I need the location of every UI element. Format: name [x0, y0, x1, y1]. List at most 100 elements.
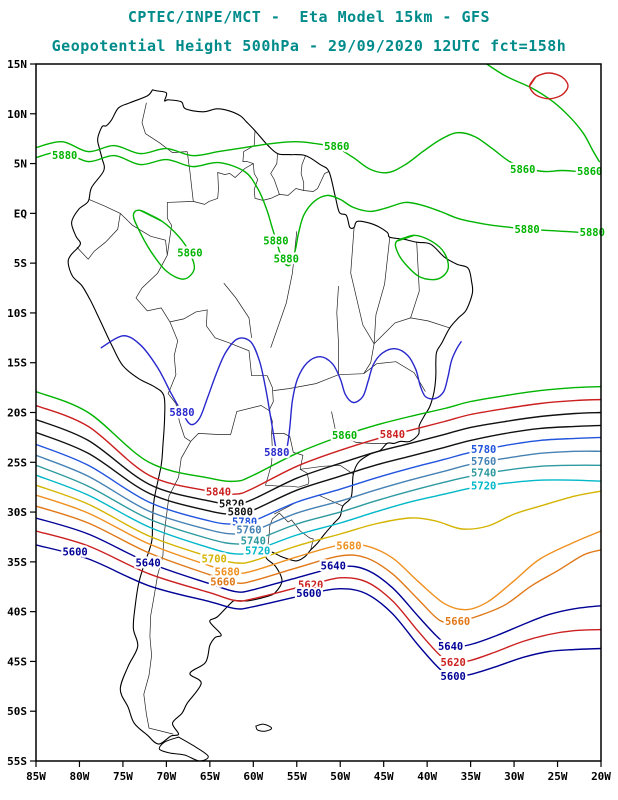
country-border: [331, 411, 388, 444]
country-border: [193, 163, 330, 205]
country-border: [373, 317, 450, 345]
lon-tick-label: 20W: [591, 770, 611, 783]
contour-label-5600: 5600: [441, 671, 466, 683]
contour-label-5860: 5860: [177, 248, 202, 260]
country-border: [88, 199, 168, 256]
lat-tick-label: 10S: [7, 307, 27, 320]
contour-label-5740: 5740: [241, 535, 266, 547]
country-border: [167, 321, 191, 442]
lat-tick-label: 20S: [7, 407, 27, 420]
lat-tick-label: 5N: [14, 158, 27, 171]
island-coastline: [158, 736, 209, 761]
country-border: [300, 464, 354, 475]
contour-label-5620: 5620: [441, 657, 466, 669]
contour-5660: [36, 505, 601, 624]
lon-tick-label: 70W: [156, 770, 176, 783]
contour-label-layer: 5880 5880 5880 5880 5880 5860 5860 5860 5860 5880…: [50, 139, 607, 685]
contour-label-5840: 5840: [380, 429, 405, 441]
contour-5860-subtropical: [36, 385, 601, 483]
lat-tick-label: 50S: [7, 705, 27, 718]
contour-5720: [36, 474, 601, 555]
contour-5620: [36, 530, 601, 664]
lon-tick-label: 80W: [70, 770, 90, 783]
country-border: [169, 309, 274, 422]
country-border: [300, 155, 306, 191]
lon-tick-label: 25W: [548, 770, 568, 783]
contour-label-5880: 5880: [580, 227, 605, 239]
contour-layer: [36, 64, 601, 678]
contour-label-5840: 5840: [206, 487, 231, 499]
country-border: [143, 441, 192, 735]
contour-5880-tropical: [36, 150, 601, 267]
country-border: [266, 512, 314, 552]
contour-label-5720: 5720: [245, 545, 270, 557]
country-border: [363, 343, 375, 374]
contour-label-5880: 5880: [263, 236, 288, 248]
lat-tick-label: 55S: [7, 755, 27, 768]
lon-tick-label: 50W: [330, 770, 350, 783]
contour-label-5760: 5760: [471, 456, 496, 468]
country-border: [135, 255, 171, 323]
contour-label-5640: 5640: [135, 557, 160, 569]
contour-label-5740: 5740: [471, 468, 496, 480]
country-border: [373, 237, 391, 344]
contour-label-5640: 5640: [321, 560, 346, 572]
contour-label-5880: 5880: [169, 407, 194, 419]
contour-5600: [36, 544, 601, 678]
lat-tick-label: 45S: [7, 655, 27, 668]
contour-label-5620: 5620: [298, 579, 323, 591]
contour-label-5720: 5720: [471, 481, 496, 493]
contour-5860-amazon: [132, 209, 196, 280]
country-border: [76, 213, 121, 260]
contour-label-5680: 5680: [336, 540, 361, 552]
contour-label-5880: 5880: [514, 224, 539, 236]
contour-5680: [36, 494, 601, 611]
chart-title-line1: CPTEC/INPE/MCT - Eta Model 15km - GFS: [127, 8, 491, 26]
contour-label-5780: 5780: [471, 444, 496, 456]
country-border: [273, 361, 426, 392]
country-border: [410, 242, 420, 319]
country-border: [350, 227, 375, 344]
contour-5840: [36, 398, 601, 495]
contour-label-5820: 5820: [219, 499, 244, 511]
contour-5860-atlantic-arc: [485, 64, 600, 163]
lat-tick-label: 25S: [7, 456, 27, 469]
contour-5800: [36, 424, 601, 515]
lon-tick-label: 40W: [417, 770, 437, 783]
lon-tick-label: 85W: [26, 770, 46, 783]
lat-tick-label: 30S: [7, 506, 27, 519]
lon-tick-label: 65W: [200, 770, 220, 783]
lat-tick-label: 15N: [7, 58, 27, 71]
lon-tick-label: 30W: [504, 770, 524, 783]
geography-layer: [67, 89, 474, 761]
lat-tick-label: 15S: [7, 357, 27, 370]
country-border: [270, 153, 280, 195]
contour-label-5640: 5640: [438, 641, 463, 653]
contour-5780: [36, 436, 601, 525]
lat-tick-label: 40S: [7, 606, 27, 619]
contour-label-5760: 5760: [236, 525, 261, 537]
contour-label-5600: 5600: [62, 546, 87, 558]
country-border: [242, 130, 256, 164]
contour-5760: [36, 450, 601, 535]
contour-5820: [36, 411, 601, 505]
contour-label-5860: 5860: [510, 164, 535, 176]
contour-label-5880: 5880: [274, 254, 299, 266]
contour-label-5660: 5660: [445, 616, 470, 628]
lon-tick-label: 35W: [461, 770, 481, 783]
lon-tick-label: 75W: [113, 770, 133, 783]
country-border: [223, 282, 252, 338]
contour-label-5800: 5800: [228, 507, 253, 519]
lon-tick-label: 45W: [374, 770, 394, 783]
chart-title-line2: Geopotential Height 500hPa - 29/09/2020 …: [51, 37, 567, 55]
contour-label-5860: 5860: [577, 166, 602, 178]
lon-tick-label: 55W: [287, 770, 307, 783]
contour-label-5880: 5880: [264, 447, 289, 459]
axes-layer: 15N 10N 5N EQ 5S 10S 15S 20S 25S 30S 35S 40S 45S 50S 5…: [7, 58, 611, 783]
country-border: [166, 151, 194, 256]
contour-label-5860: 5860: [332, 430, 357, 442]
contour-label-5700: 5700: [202, 553, 227, 565]
contour-5740: [36, 464, 601, 545]
